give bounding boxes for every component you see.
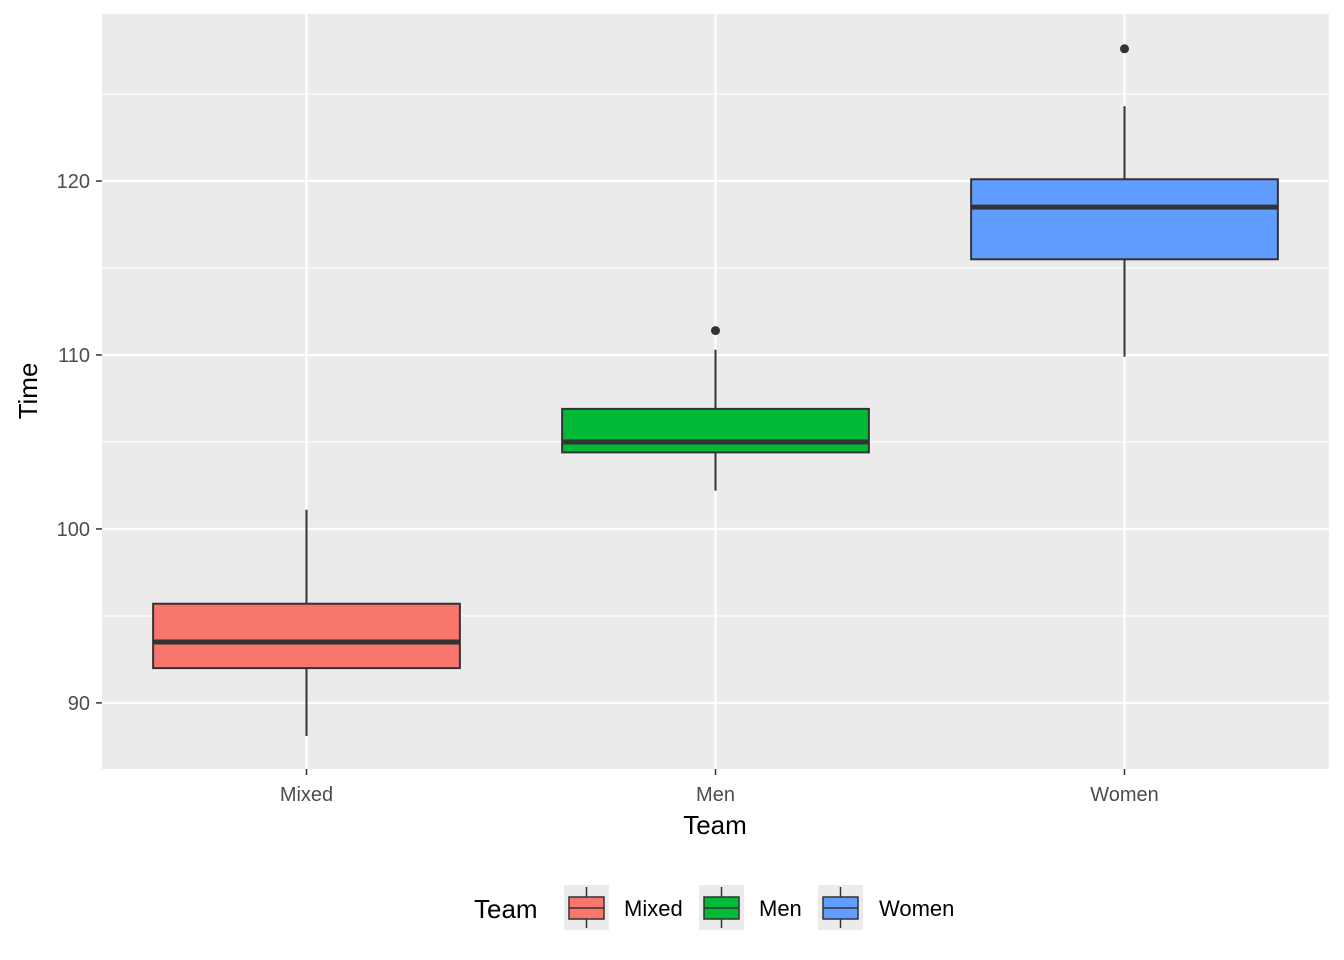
y-axis-ticks: 90 100 110 120: [57, 171, 102, 715]
y-tick-label: 100: [57, 519, 90, 541]
x-tick-label: Mixed: [280, 784, 333, 806]
x-tick-label: Women: [1090, 784, 1159, 806]
y-tick-label: 110: [58, 345, 90, 367]
box-body: [152, 602, 461, 670]
legend-item-men: Men: [699, 885, 802, 930]
y-tick-label: 120: [57, 171, 90, 193]
legend-label: Mixed: [624, 896, 683, 921]
legend-item-women: Women: [818, 885, 954, 930]
legend-label: Men: [759, 896, 802, 921]
y-axis-title: Time: [13, 363, 43, 420]
outlier-point: [1120, 44, 1129, 54]
legend-item-mixed: Mixed: [564, 885, 683, 930]
box-body: [970, 178, 1279, 261]
box-body: [561, 407, 870, 454]
legend: Team Mixed Men Women: [474, 885, 954, 930]
legend-label: Women: [879, 896, 954, 921]
box-mixed: [152, 509, 461, 736]
x-tick-label: Men: [696, 784, 735, 806]
y-tick-label: 90: [68, 693, 90, 715]
box-women: [970, 44, 1279, 357]
outlier-point: [711, 326, 720, 336]
x-axis-title: Team: [683, 810, 747, 840]
x-axis-ticks: Mixed Men Women: [280, 769, 1159, 806]
box-men: [561, 326, 870, 491]
boxes: [152, 44, 1279, 736]
legend-title: Team: [474, 894, 538, 924]
